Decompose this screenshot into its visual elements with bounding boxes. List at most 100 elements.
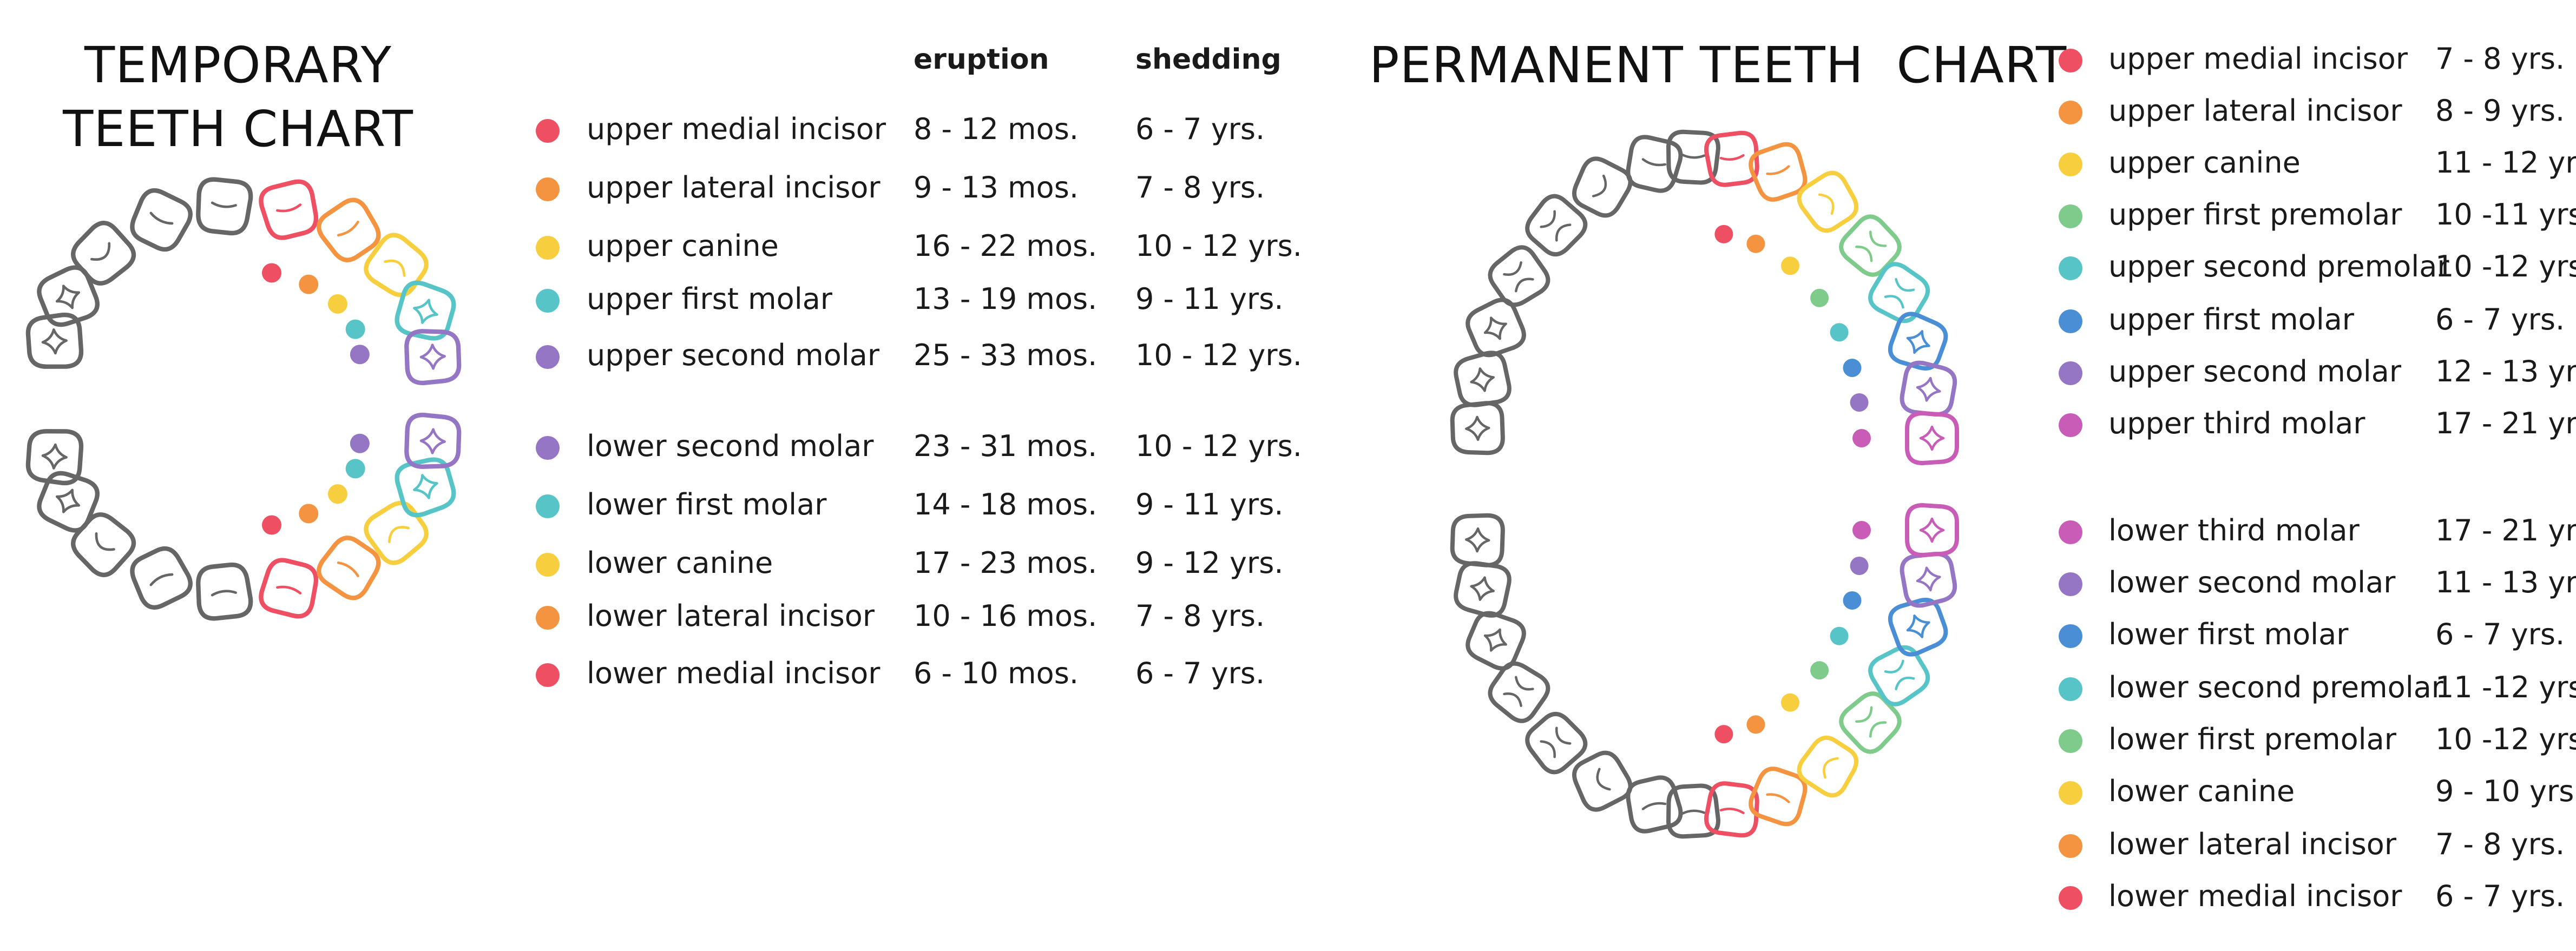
tooth-icon — [130, 188, 193, 252]
color-dot-icon — [350, 345, 370, 365]
tooth-icon — [1666, 129, 1720, 185]
color-dot-icon — [350, 433, 370, 453]
tooth-name: upper second premolar — [2108, 249, 2449, 283]
color-dot-icon — [299, 504, 319, 524]
tooth-icon — [364, 500, 429, 565]
color-dot-icon — [1746, 715, 1765, 734]
tooth-icon — [1797, 170, 1859, 233]
shedding-age: 10 - 12 yrs. — [1135, 229, 1302, 263]
temporary-chart-title: TEMPORARY TEETH CHART — [63, 36, 413, 158]
color-dot-icon — [1810, 288, 1829, 307]
tooth-name: lower medial incisor — [587, 656, 880, 690]
tooth-icon — [1868, 645, 1930, 706]
color-dot-icon — [345, 459, 365, 479]
shedding-age: 9 - 11 yrs. — [1135, 487, 1284, 521]
color-dot-icon — [1810, 661, 1829, 680]
color-dot-icon — [2059, 677, 2082, 701]
tooth-name: lower second premolar — [2108, 670, 2443, 704]
tooth-name: upper lateral incisor — [587, 170, 880, 204]
tooth-icon — [259, 558, 319, 619]
shedding-age: 10 - 12 yrs. — [1135, 338, 1302, 372]
tooth-name: upper canine — [587, 229, 779, 263]
color-dot-icon — [536, 663, 560, 687]
color-dot-icon — [536, 553, 560, 577]
eruption-age: 10 -12 yrs. — [2435, 722, 2576, 756]
tooth-name: upper first molar — [587, 282, 832, 316]
shedding-age: 6 - 7 yrs. — [1135, 112, 1265, 146]
color-dot-icon — [1850, 393, 1869, 412]
eruption-age: 10 -12 yrs. — [2435, 249, 2576, 283]
permanent-teeth-diagram — [1450, 129, 1959, 839]
tooth-name: lower third molar — [2108, 513, 2360, 547]
color-dot-icon — [1830, 626, 1849, 645]
tooth-name: lower lateral incisor — [2108, 827, 2397, 861]
tooth-icon — [364, 233, 429, 298]
tooth-icon — [130, 546, 193, 610]
color-dot-icon — [2059, 101, 2082, 124]
eruption-age: 17 - 21 yrs. — [2435, 513, 2576, 547]
eruption-age: 7 - 8 yrs. — [2435, 827, 2565, 861]
color-dot-icon — [262, 263, 282, 283]
tooth-icon — [71, 512, 136, 577]
color-dot-icon — [536, 177, 560, 201]
tooth-name: lower canine — [587, 546, 773, 580]
color-dot-icon — [536, 494, 560, 518]
eruption-age: 6 - 10 mos. — [914, 656, 1079, 690]
tooth-icon — [404, 412, 462, 469]
tooth-name: lower first molar — [587, 487, 827, 521]
tooth-name: upper second molar — [2108, 354, 2402, 388]
eruption-age: 11 - 12 yrs. — [2435, 146, 2576, 180]
tooth-name: lower medial incisor — [2108, 879, 2402, 913]
tooth-name: lower canine — [2108, 774, 2295, 808]
color-dot-icon — [345, 319, 365, 339]
tooth-icon — [1905, 503, 1959, 557]
tooth-icon — [1704, 130, 1759, 187]
tooth-icon — [1868, 262, 1930, 323]
tooth-icon — [37, 265, 100, 327]
tooth-icon — [1454, 351, 1512, 407]
eruption-age: 10 -11 yrs. — [2435, 197, 2576, 232]
tooth-icon — [1450, 513, 1505, 567]
eruption-age: 6 - 7 yrs. — [2435, 879, 2565, 913]
eruption-age: 16 - 22 mos. — [914, 229, 1098, 263]
tooth-icon — [1888, 598, 1948, 657]
tooth-icon — [1900, 360, 1957, 417]
color-dot-icon — [536, 119, 560, 143]
shedding-age: 7 - 8 yrs. — [1135, 170, 1265, 204]
tooth-name: upper medial incisor — [2108, 42, 2408, 76]
eruption-age: 10 - 16 mos. — [914, 599, 1098, 633]
color-dot-icon — [2059, 361, 2082, 385]
tooth-icon — [1666, 783, 1720, 839]
eruption-age: 11 - 13 yrs. — [2435, 565, 2576, 599]
color-dot-icon — [327, 484, 347, 504]
tooth-icon — [1704, 781, 1759, 838]
color-dot-icon — [1746, 234, 1765, 253]
color-dot-icon — [536, 345, 560, 369]
color-dot-icon — [536, 236, 560, 260]
tooth-icon — [395, 457, 456, 518]
tooth-name: lower first molar — [2108, 617, 2349, 651]
eruption-age: 12 - 13 yrs. — [2435, 354, 2576, 388]
tooth-name: lower first premolar — [2108, 722, 2396, 756]
color-dot-icon — [2059, 624, 2082, 648]
color-dot-icon — [2059, 572, 2082, 596]
color-dot-icon — [2059, 781, 2082, 805]
tooth-icon — [37, 471, 100, 533]
color-dot-icon — [536, 606, 560, 630]
color-dot-icon — [2059, 153, 2082, 176]
tooth-icon — [1454, 561, 1512, 618]
tooth-name: upper lateral incisor — [2108, 94, 2402, 128]
tooth-icon — [1572, 156, 1633, 218]
tooth-icon — [1626, 775, 1683, 834]
color-dot-icon — [1714, 224, 1733, 243]
color-dot-icon — [2059, 886, 2082, 910]
tooth-icon — [317, 197, 381, 262]
tooth-icon — [1450, 401, 1505, 455]
tooth-name: upper first molar — [2108, 302, 2354, 336]
eruption-age: 6 - 7 yrs. — [2435, 617, 2565, 651]
eruption-age: 17 - 23 mos. — [914, 546, 1098, 580]
color-dot-icon — [536, 436, 560, 460]
color-dot-icon — [262, 515, 282, 535]
color-dot-icon — [1843, 591, 1862, 610]
shedding-age: 10 - 12 yrs. — [1135, 429, 1302, 463]
